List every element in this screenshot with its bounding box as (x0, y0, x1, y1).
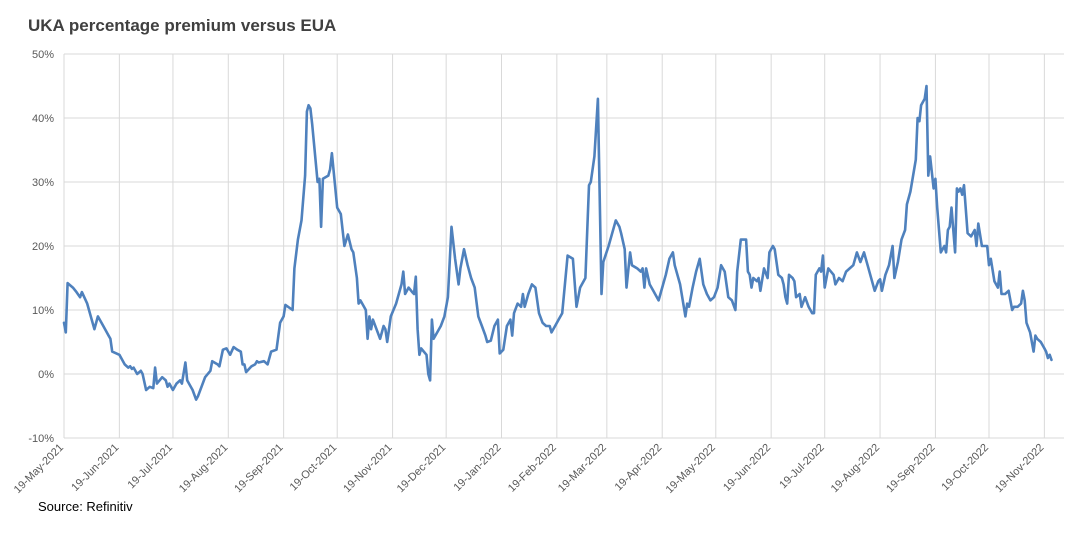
series-line-uka-premium (62, 84, 1053, 401)
y-tick-label: 0% (38, 369, 54, 381)
chart-title: UKA percentage premium versus EUA (28, 16, 337, 35)
x-tick-label: 19-Sep-2021 (232, 442, 285, 495)
gridlines (63, 53, 1064, 439)
x-tick-label: 19-Jul-2022 (777, 442, 827, 492)
x-tick-label: 19-Nov-2021 (341, 442, 394, 495)
x-tick-label: 19-Jun-2022 (721, 442, 773, 494)
x-tick-label: 19-Apr-2022 (613, 442, 665, 494)
y-tick-label: 10% (32, 305, 54, 317)
x-tick-label: 19-Nov-2022 (993, 442, 1046, 495)
x-tick-label: 19-Sep-2022 (884, 442, 937, 495)
y-tick-label: -10% (28, 433, 54, 445)
y-tick-label: 20% (32, 241, 54, 253)
y-axis-tick-labels: -10% 0% 10% 20% 30% 40% 50% (28, 49, 54, 445)
x-tick-label: 19-Dec-2021 (395, 442, 448, 495)
x-axis-tick-labels: 19-May-2021 19-Jun-2021 19-Jul-2021 19-Aug-… (12, 442, 1047, 496)
x-tick-label: 19-Oct-2021 (288, 442, 340, 494)
x-tick-label: 19-Aug-2022 (829, 442, 882, 495)
x-tick-label: 19-Jun-2021 (69, 442, 121, 494)
x-tick-label: 19-Feb-2022 (506, 442, 559, 495)
x-tick-label: 19-Jul-2021 (125, 442, 175, 492)
x-tick-label: 19-Aug-2021 (177, 442, 230, 495)
y-tick-label: 30% (32, 177, 54, 189)
y-tick-label: 50% (32, 49, 54, 61)
y-tick-label: 40% (32, 113, 54, 125)
x-tick-label: 19-May-2022 (664, 442, 718, 496)
x-tick-label: 19-Jan-2022 (451, 442, 503, 494)
source-note: Source: Refinitiv (38, 499, 133, 514)
x-tick-label: 19-Oct-2022 (939, 442, 991, 494)
x-tick-label: 19-May-2021 (12, 442, 66, 496)
x-tick-label: 19-Mar-2022 (556, 442, 609, 495)
